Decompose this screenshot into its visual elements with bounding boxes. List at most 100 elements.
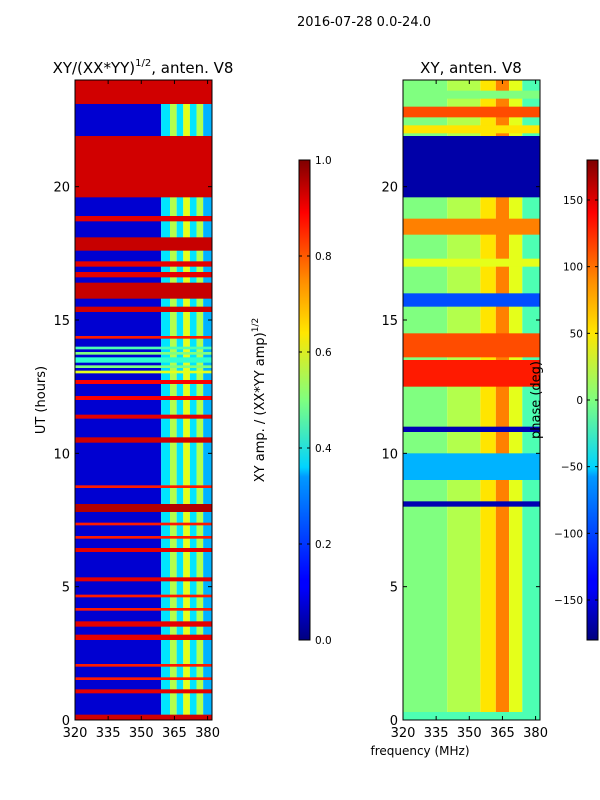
amplitude-time-row (75, 370, 212, 374)
amplitude-y-tick-label: 5 (62, 581, 70, 596)
amplitude-time-row (75, 621, 212, 627)
amplitude-time-row (75, 608, 212, 611)
phase-y-axis: 0 5 10 15 20 (381, 181, 540, 729)
amplitude-time-row (75, 414, 212, 419)
amplitude-colorbar-ticks: 0.0 0.2 0.4 0.6 0.8 1.0 (299, 155, 332, 647)
phase-y-tick-label: 5 (390, 581, 398, 596)
amplitude-time-row (75, 272, 212, 278)
phase-panel-title: XY, anten. V8 (420, 59, 522, 77)
amplitude-colorbar-tick-label: 0.4 (315, 443, 332, 455)
phase-time-row (403, 712, 540, 720)
phase-x-tick-label: 380 (523, 726, 548, 741)
amplitude-time-row (75, 380, 212, 384)
figure-suptitle: 2016-07-28 0.0-24.0 (297, 15, 431, 30)
phase-y-tick-label: 20 (381, 181, 398, 196)
amplitude-time-row (75, 485, 212, 488)
amplitude-title-rest: , anten. V8 (151, 59, 233, 77)
amplitude-time-row (75, 282, 212, 299)
amplitude-time-row (75, 677, 212, 680)
phase-colorbar-ticks: −150 −100 −50 0 50 100 150 (554, 195, 598, 607)
phase-panel: XY, anten. V8 320 335 350 365 380 0 5 10 15 20 (381, 59, 548, 741)
amplitude-time-row (75, 689, 212, 694)
phase-colorbar-tick-label: 100 (563, 262, 583, 274)
phase-freq-band (509, 80, 523, 720)
amplitude-y-axis-label: UT (hours) (34, 366, 49, 434)
amplitude-time-row (75, 396, 212, 400)
phase-time-row (403, 136, 540, 198)
amplitude-time-row (75, 437, 212, 443)
amplitude-title-main: XY/(XX*YY) (53, 59, 136, 77)
amplitude-colorbar-label: XY amp. / (XX*YY amp)1/2 (251, 318, 268, 482)
phase-time-row (403, 90, 540, 99)
amplitude-x-axis: 320 335 350 365 380 (63, 80, 220, 741)
phase-y-tick-label: 10 (381, 447, 398, 462)
amplitude-time-row (75, 522, 212, 526)
phase-time-row (403, 106, 540, 118)
amplitude-colorbar: 0.0 0.2 0.4 0.6 0.8 1.0 XY amp. / (XX*YY amp)… (251, 155, 332, 647)
phase-time-row (403, 360, 540, 387)
phase-colorbar: −150 −100 −50 0 50 100 150 phase (deg) (529, 159, 599, 641)
phase-x-tick-label: 320 (391, 726, 416, 741)
phase-colorbar-tick-label: −50 (561, 462, 583, 474)
phase-time-row (403, 501, 540, 507)
amplitude-y-tick-label: 15 (53, 314, 70, 329)
phase-x-tick-label: 365 (490, 726, 515, 741)
phase-time-row (403, 293, 540, 307)
amplitude-y-axis: 0 5 10 15 20 (53, 181, 212, 729)
phase-plot-frame (402, 79, 541, 721)
phase-freq-band (495, 80, 510, 720)
amplitude-time-row (75, 357, 212, 363)
phase-colorbar-tick-label: −100 (554, 528, 583, 540)
amplitude-colorbar-tick-label: 0.8 (315, 251, 332, 263)
amplitude-time-row (75, 306, 212, 312)
amplitude-time-row (75, 346, 212, 350)
amplitude-x-tick-label: 350 (129, 726, 154, 741)
amplitude-y-tick-label: 20 (53, 181, 70, 196)
phase-colorbar-tick-label: 50 (570, 328, 583, 340)
amplitude-time-row (75, 365, 212, 368)
amplitude-colorbar-tick-label: 0.0 (315, 635, 332, 647)
phase-time-row (403, 426, 540, 432)
shared-x-axis-label: frequency (MHz) (370, 744, 469, 758)
amplitude-colorbar-tick-label: 0.2 (315, 539, 332, 551)
amplitude-time-row (75, 714, 212, 720)
amplitude-time-row (75, 352, 212, 355)
amplitude-time-row (75, 504, 212, 512)
amplitude-time-row (75, 548, 212, 552)
phase-freq-band (480, 80, 496, 720)
phase-x-axis: 320 335 350 365 380 (391, 80, 548, 741)
amplitude-x-tick-label: 335 (96, 726, 121, 741)
phase-colorbar-label: phase (deg) (529, 361, 544, 439)
phase-colorbar-tick-label: −150 (554, 595, 583, 607)
amplitude-time-row (75, 577, 212, 582)
phase-time-row (403, 218, 540, 235)
amplitude-panel-title: XY/(XX*YY)1/2, anten. V8 (53, 58, 234, 77)
amplitude-y-tick-label: 10 (53, 447, 70, 462)
phase-x-tick-label: 335 (424, 726, 449, 741)
amplitude-time-row (75, 237, 212, 251)
amplitude-x-tick-label: 365 (162, 726, 187, 741)
amplitude-colorbar-label-main: XY amp. / (XX*YY amp) (253, 332, 268, 482)
amplitude-y-tick-label: 0 (62, 714, 70, 729)
amplitude-time-row (75, 136, 212, 198)
phase-time-row (403, 333, 540, 358)
amplitude-heatmap (75, 80, 212, 720)
amplitude-time-row (75, 261, 212, 267)
amplitude-time-row (75, 536, 212, 539)
phase-heatmap (403, 80, 540, 720)
amplitude-time-row (75, 216, 212, 222)
amplitude-time-row (75, 336, 212, 339)
amplitude-colorbar-gradient (298, 159, 311, 641)
amplitude-time-row (75, 80, 212, 104)
phase-y-tick-label: 0 (390, 714, 398, 729)
amplitude-colorbar-label-sup: 1/2 (251, 318, 261, 332)
amplitude-colorbar-tick-label: 0.6 (315, 347, 332, 359)
amplitude-colorbar-tick-label: 1.0 (315, 155, 332, 167)
phase-time-row (403, 258, 540, 267)
amplitude-time-row (75, 634, 212, 640)
amplitude-plot-frame (74, 79, 213, 721)
amplitude-title-sup: 1/2 (135, 58, 151, 69)
phase-colorbar-tick-label: 150 (563, 195, 583, 207)
amplitude-x-tick-label: 380 (195, 726, 220, 741)
